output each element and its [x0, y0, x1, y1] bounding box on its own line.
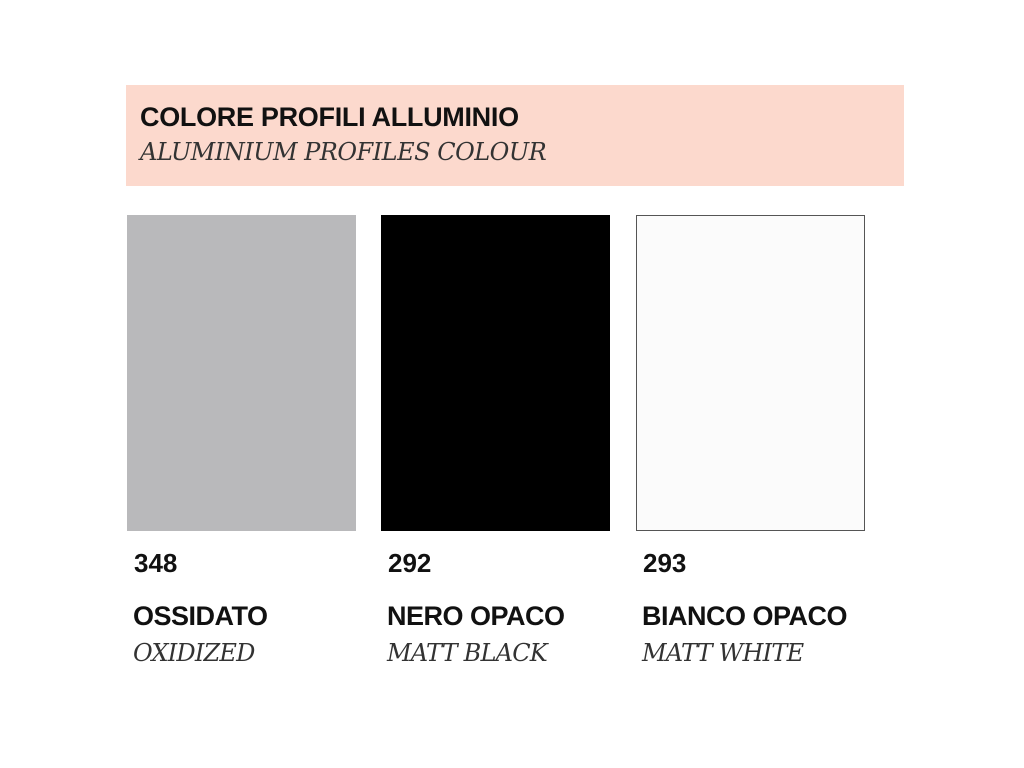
page-title: COLORE PROFILI ALLUMINIO	[140, 102, 519, 132]
color-code: 292	[388, 548, 432, 578]
color-swatch	[127, 215, 356, 531]
color-item-matt-black: 292 NERO OPACO MATT BLACK	[381, 215, 610, 667]
color-code: 348	[134, 548, 178, 578]
color-item-matt-white: 293 BIANCO OPACO MATT WHITE	[636, 215, 865, 667]
color-name: OSSIDATO	[133, 601, 268, 631]
color-name-english: MATT WHITE	[642, 639, 804, 667]
color-swatch	[636, 215, 865, 531]
color-item-oxidized: 348 OSSIDATO OXIDIZED	[127, 215, 356, 667]
page-subtitle: ALUMINIUM PROFILES COLOUR	[140, 138, 547, 166]
color-name-english: MATT BLACK	[387, 639, 548, 667]
color-name: NERO OPACO	[387, 601, 565, 631]
color-name-english: OXIDIZED	[133, 639, 255, 667]
header-banner: COLORE PROFILI ALLUMINIO ALUMINIUM PROFI…	[126, 85, 904, 186]
color-swatch	[381, 215, 610, 531]
color-code: 293	[643, 548, 687, 578]
color-name: BIANCO OPACO	[642, 601, 848, 631]
